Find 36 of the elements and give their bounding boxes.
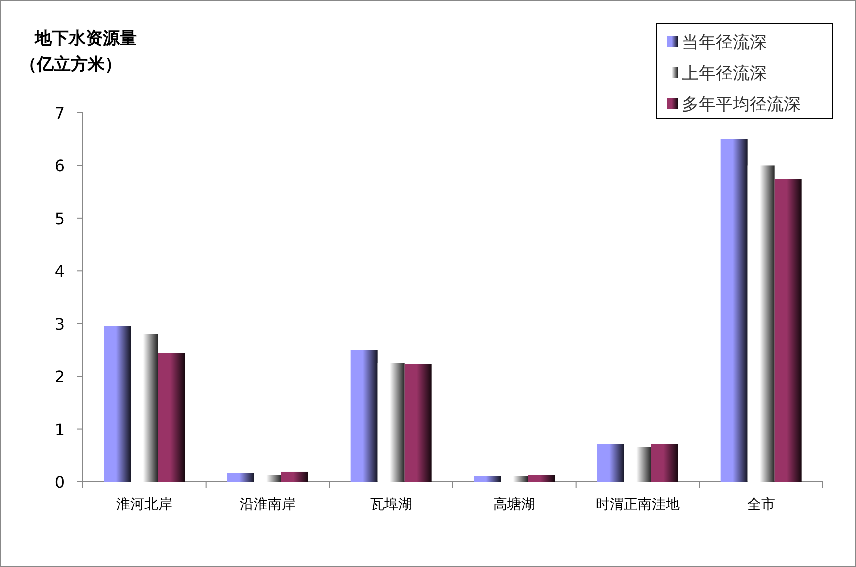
bar xyxy=(528,475,556,482)
bar xyxy=(652,444,678,482)
x-tick-label: 淮河北岸 xyxy=(116,497,173,513)
y-tick-label: 5 xyxy=(54,209,65,228)
y-tick-label: 0 xyxy=(54,473,65,492)
bar xyxy=(254,475,282,482)
y-tick-label: 7 xyxy=(54,104,65,123)
y-tick-label: 3 xyxy=(54,314,65,334)
bar xyxy=(598,444,624,482)
bar xyxy=(404,364,432,482)
bar xyxy=(350,350,378,482)
legend-label: 多年平均径流深 xyxy=(682,95,801,115)
x-tick-label: 全市 xyxy=(747,497,776,513)
bar xyxy=(104,326,132,482)
y-tick-label: 1 xyxy=(54,420,65,440)
x-tick-label: 高塘湖 xyxy=(494,497,536,513)
bar xyxy=(158,353,186,482)
y-tick-label: 4 xyxy=(54,262,65,282)
bar xyxy=(624,447,652,482)
bar xyxy=(774,179,802,482)
legend-label: 当年径流深 xyxy=(682,33,767,53)
bar xyxy=(501,476,528,482)
bar xyxy=(282,472,308,482)
y-axis-title: 地下水资源量（亿立方米） xyxy=(20,29,137,75)
bar xyxy=(131,334,158,482)
bar xyxy=(378,363,405,482)
x-tick-label: 瓦埠湖 xyxy=(370,497,412,513)
y-tick-label: 2 xyxy=(54,368,65,387)
y-tick-label: 6 xyxy=(54,156,65,176)
bar xyxy=(748,166,775,482)
x-tick-label: 时渭正南洼地 xyxy=(596,497,680,513)
x-tick-label: 沿淮南岸 xyxy=(240,497,296,513)
bar xyxy=(228,473,254,482)
legend-label: 上年径流深 xyxy=(682,64,767,84)
bar xyxy=(474,476,502,482)
bar xyxy=(720,139,748,482)
